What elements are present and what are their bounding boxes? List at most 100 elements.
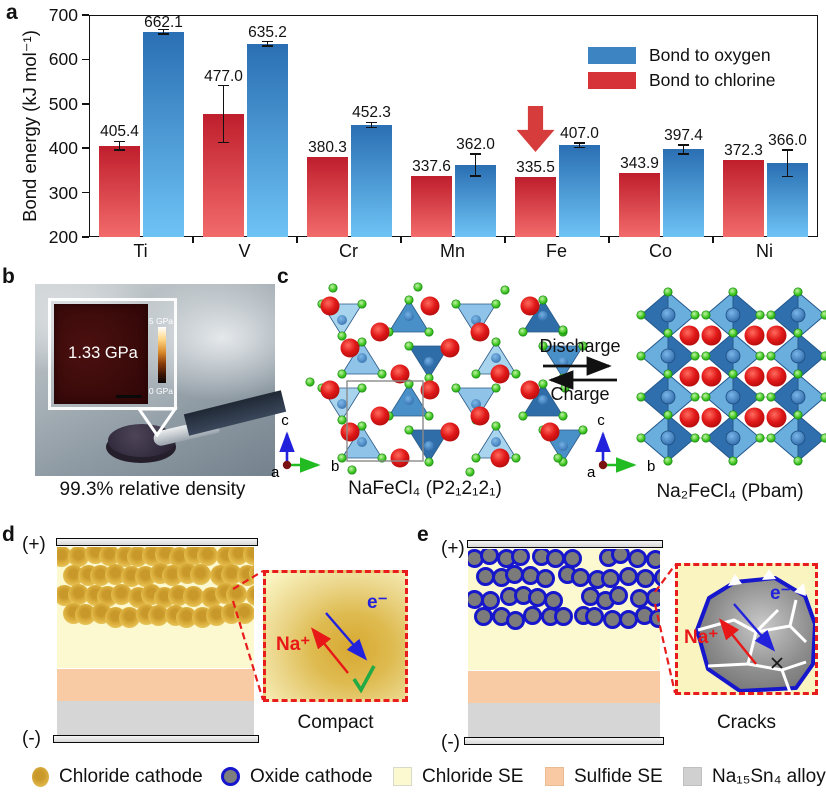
error-cap bbox=[366, 126, 377, 129]
y-tick-label-500: 500 bbox=[48, 93, 78, 114]
cl-atom bbox=[820, 310, 826, 320]
chloride-cathode-particle bbox=[75, 604, 97, 626]
figure-legend: Chloride cathode Oxide cathode Chloride … bbox=[0, 760, 826, 793]
oxide-cathode-particle bbox=[585, 607, 605, 627]
inset-pointer bbox=[136, 407, 178, 437]
na-atom bbox=[420, 380, 440, 400]
cl-atom bbox=[663, 328, 673, 338]
cl-atom bbox=[636, 351, 646, 361]
legend-row-oxygen: Bond to oxygen bbox=[588, 43, 808, 68]
y-tick bbox=[82, 14, 89, 16]
cl-atom bbox=[424, 457, 434, 467]
cl-atom bbox=[766, 351, 776, 361]
x-tick bbox=[192, 237, 194, 243]
cl-atom bbox=[728, 328, 738, 338]
y-tick-label-600: 600 bbox=[48, 49, 78, 70]
fe-atom bbox=[337, 315, 347, 325]
cl-atom bbox=[793, 287, 803, 297]
bar-oxygen-Co bbox=[663, 149, 704, 237]
cl-atom bbox=[424, 411, 434, 421]
panel-label-a: a bbox=[6, 1, 18, 24]
na-atom bbox=[340, 422, 360, 442]
electron-label: e⁻ bbox=[770, 583, 791, 604]
chloride-cathode-particle bbox=[226, 584, 248, 606]
cl-atom bbox=[701, 310, 711, 320]
fe-atom bbox=[337, 399, 347, 409]
compact-caption: Compact bbox=[297, 712, 374, 733]
error-cap bbox=[782, 175, 793, 178]
legend-item-alloy: Na₁₅Sn₄ alloy bbox=[683, 760, 826, 793]
chloride-cathode-particle bbox=[245, 585, 254, 607]
cl-atom bbox=[471, 369, 481, 379]
pellet-photo: 1.33 GPa 5 GPa 0 GPa bbox=[35, 284, 287, 476]
legend-label: Chloride cathode bbox=[59, 765, 203, 787]
cl-atom bbox=[500, 285, 510, 295]
bar-oxygen-Mn bbox=[455, 165, 496, 237]
bottom-current-collector bbox=[53, 735, 259, 743]
chloride-cathode-particle bbox=[182, 586, 204, 608]
x-tick-label-Fe: Fe bbox=[545, 241, 567, 261]
value-label-chlorine-V: 477.0 bbox=[204, 67, 243, 85]
cl-atom bbox=[663, 369, 673, 379]
oxide-cathode-particle bbox=[649, 608, 660, 628]
density-caption: 99.3% relative density bbox=[59, 479, 246, 500]
cl-atom bbox=[690, 433, 700, 443]
legend-item-oxide-cathode: Oxide cathode bbox=[221, 760, 373, 793]
legend-item-chloride-se: Chloride SE bbox=[393, 760, 523, 793]
colorbar-max: 5 GPa bbox=[148, 316, 173, 326]
cl-atom bbox=[347, 465, 357, 475]
cl-atom bbox=[728, 410, 738, 420]
error-cap bbox=[366, 121, 377, 124]
error-cap bbox=[158, 33, 169, 35]
bond-energy-chart: Bond energy (kJ mol⁻¹) 405.4 662.1 Ti 477.0… bbox=[0, 0, 826, 262]
value-label-chlorine-Co: 343.9 bbox=[620, 155, 659, 173]
error-cap bbox=[678, 144, 689, 146]
cl-atom bbox=[728, 456, 738, 466]
bar-oxygen-V bbox=[247, 43, 288, 237]
cl-atom bbox=[471, 453, 481, 463]
cl-atom bbox=[491, 337, 501, 347]
cracks-caption: Cracks bbox=[716, 712, 777, 733]
legend-label: Sulfide SE bbox=[574, 765, 663, 787]
negative-terminal-label: (-) bbox=[22, 728, 41, 749]
x-tick bbox=[712, 237, 714, 243]
cross-icon bbox=[771, 657, 783, 669]
chloride-cathode-particle bbox=[189, 563, 211, 585]
error-cap bbox=[470, 175, 481, 177]
cl-atom bbox=[511, 453, 521, 463]
x-tick-label-Ni: Ni bbox=[756, 241, 773, 261]
bar-oxygen-Fe bbox=[559, 145, 600, 237]
modulus-map-inset: 1.33 GPa 5 GPa 0 GPa bbox=[48, 298, 177, 410]
cl-atom bbox=[766, 310, 776, 320]
cracked-particle-inset: Na⁺ e⁻ bbox=[675, 563, 818, 695]
check-icon bbox=[352, 665, 376, 694]
cl-atom bbox=[491, 421, 501, 431]
na-ion-label: Na⁺ bbox=[276, 634, 311, 655]
na-atom bbox=[744, 325, 765, 346]
positive-terminal-label: (+) bbox=[441, 538, 465, 559]
cl-atom bbox=[511, 369, 521, 379]
oxide-cathode-particle bbox=[570, 567, 590, 587]
error-cap bbox=[262, 45, 273, 47]
na-atom bbox=[440, 338, 460, 358]
cl-atom bbox=[491, 299, 501, 309]
axis-triad-right: c b a bbox=[587, 412, 655, 481]
error-bar bbox=[786, 149, 789, 177]
modulus-value: 1.33 GPa bbox=[68, 344, 138, 362]
oxide-cathode-particle bbox=[628, 549, 647, 569]
fe-atom bbox=[357, 437, 367, 447]
cl-atom bbox=[793, 456, 803, 466]
spall-fragment-icon bbox=[728, 574, 742, 586]
oxide-cathode-particle bbox=[645, 549, 660, 569]
cl-atom bbox=[636, 433, 646, 443]
cl-atom bbox=[377, 369, 387, 379]
na-ion-label: Na⁺ bbox=[684, 627, 719, 648]
x-tick-label-Cr: Cr bbox=[339, 241, 358, 261]
cl-atom bbox=[755, 351, 765, 361]
oxide-cathode-particle bbox=[654, 567, 660, 587]
value-label-chlorine-Cr: 380.3 bbox=[308, 138, 347, 156]
bar-chlorine-Ni bbox=[723, 160, 764, 237]
oxide-cathode-particle bbox=[480, 590, 500, 610]
cl-atom bbox=[701, 433, 711, 443]
cl-atom bbox=[404, 425, 414, 435]
